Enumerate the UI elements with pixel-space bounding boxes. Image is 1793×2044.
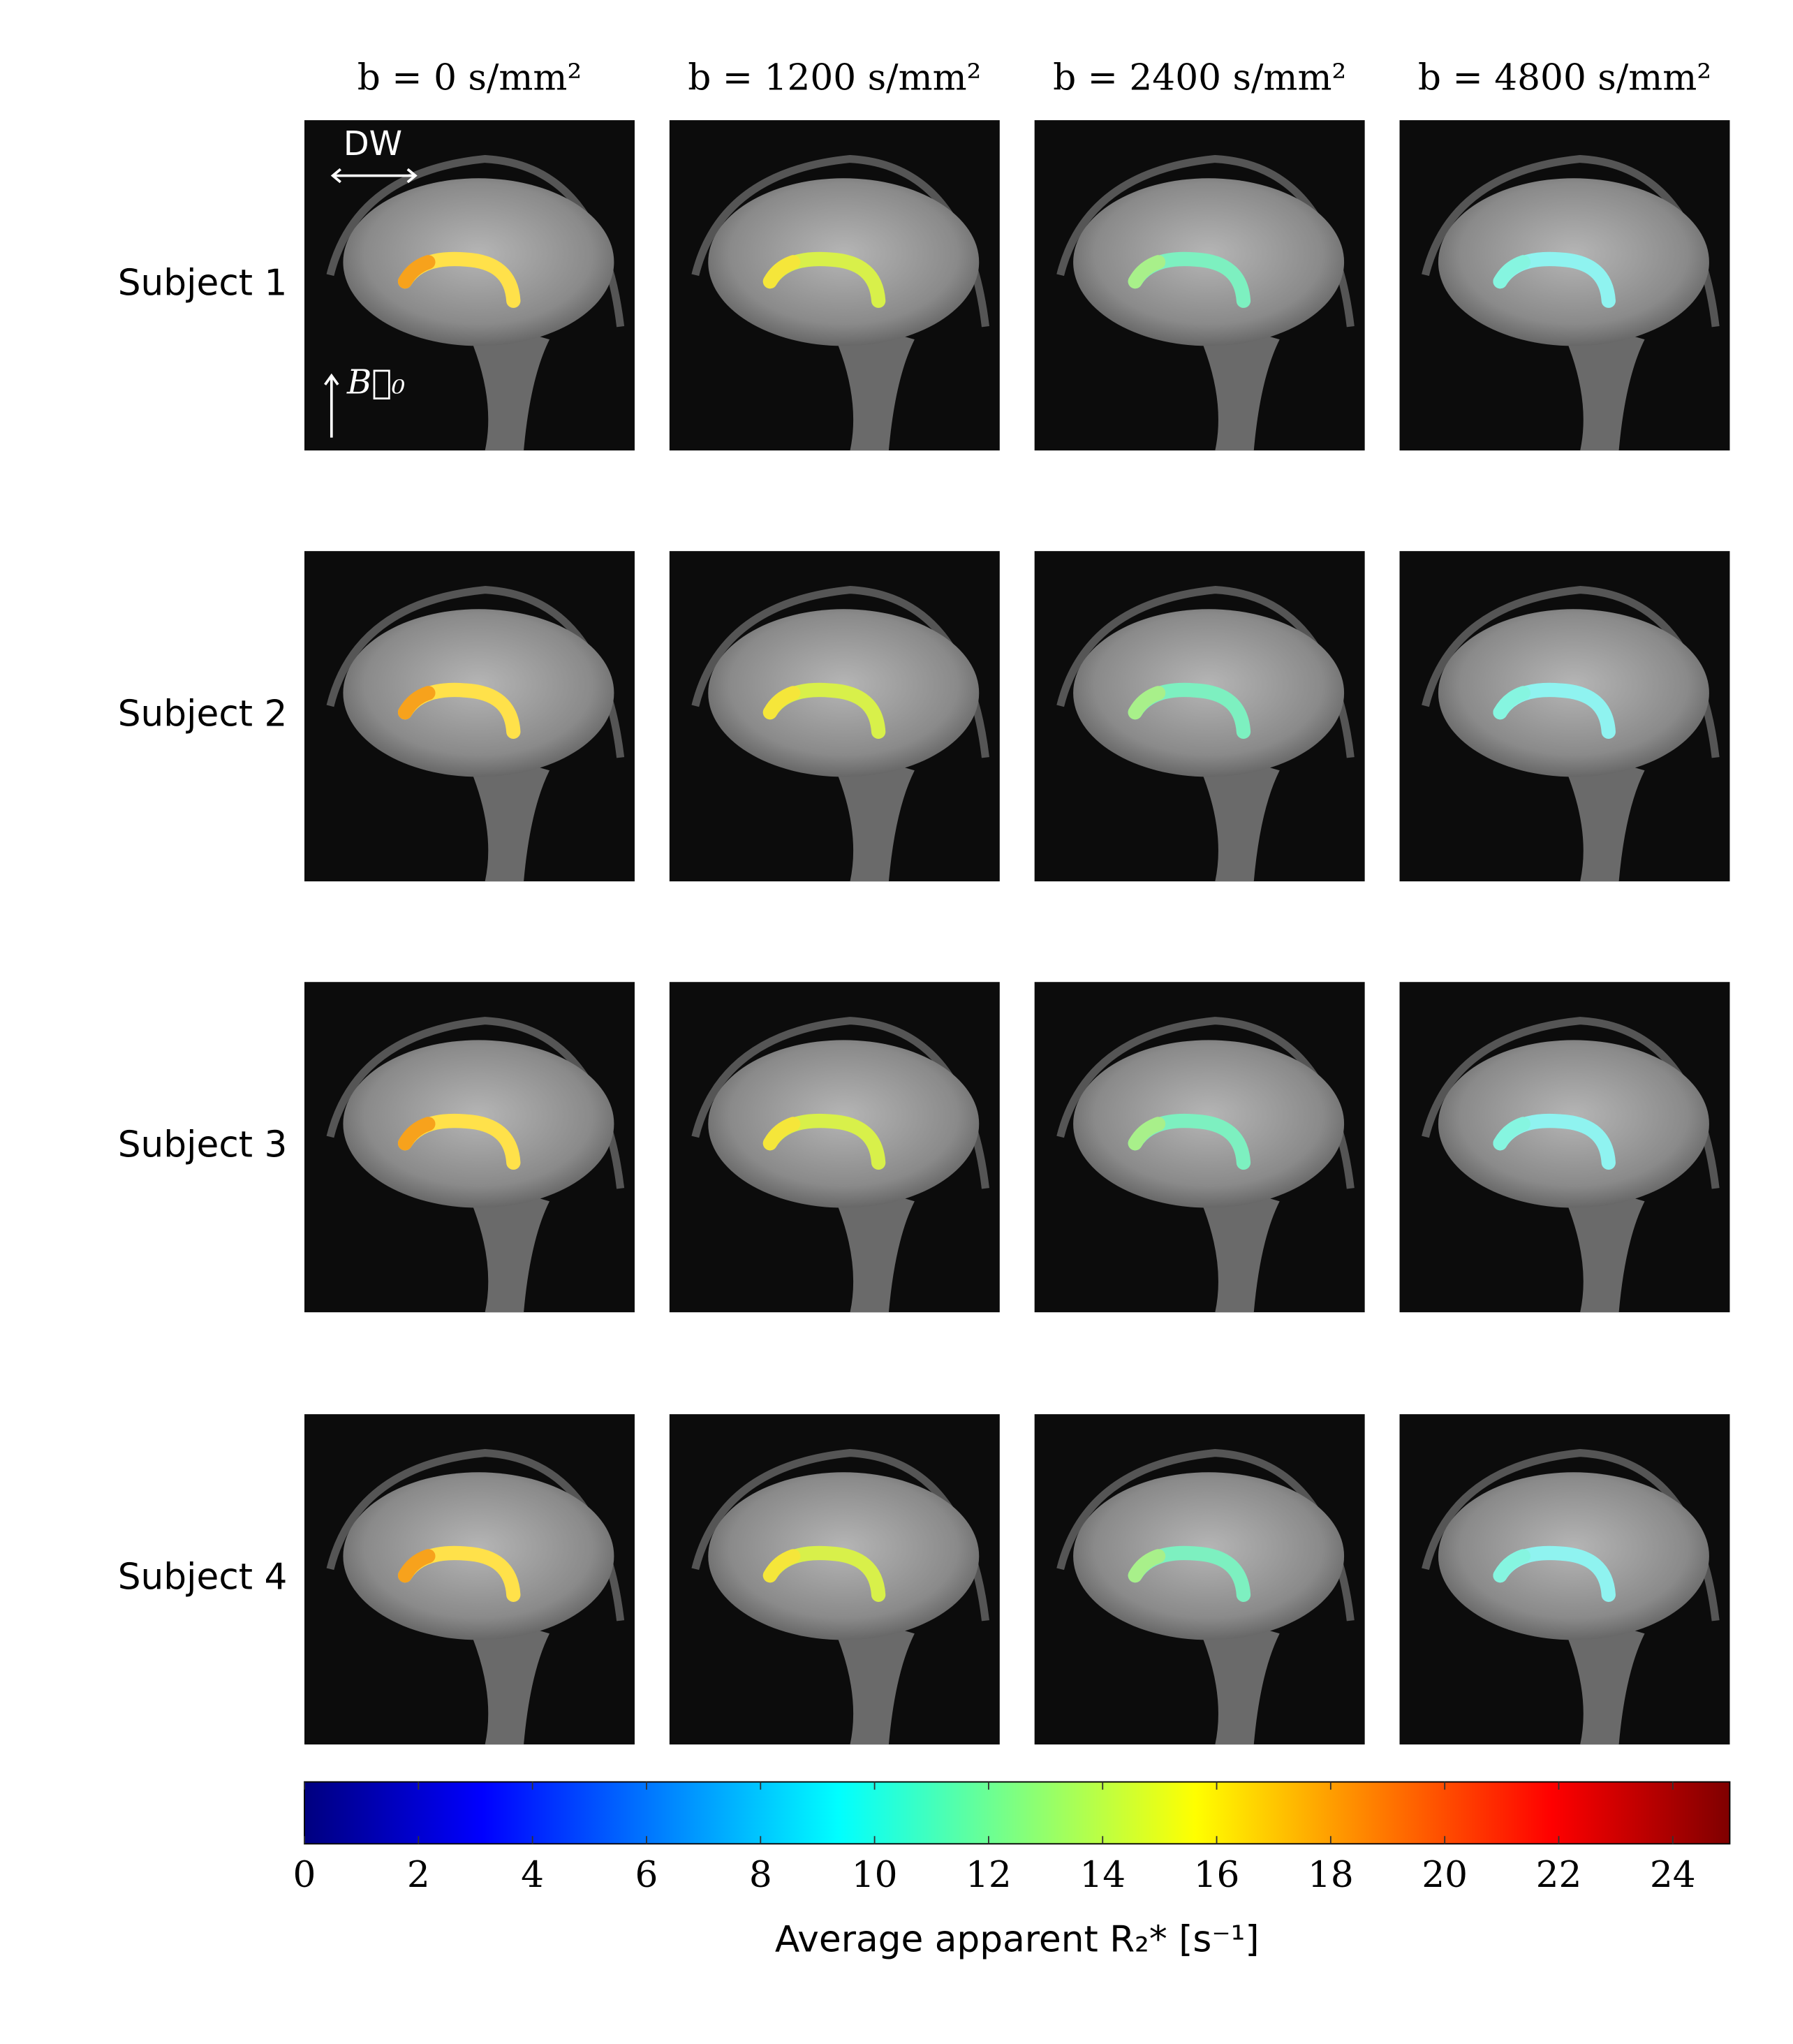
- column-header: b = 0 s/mm²: [357, 57, 582, 98]
- mri-panel: [669, 551, 1000, 882]
- tick-label: 12: [966, 1854, 1012, 1896]
- brainstem: [824, 744, 915, 882]
- readout-label: DW: [344, 124, 402, 163]
- column-header: b = 2400 s/mm²: [1053, 57, 1346, 98]
- mri-panel: [304, 551, 635, 882]
- mri-panel: [1399, 1414, 1730, 1745]
- brainstem: [1189, 744, 1280, 882]
- row-label: Subject 4: [118, 1557, 288, 1598]
- callosum-genu: [397, 686, 436, 720]
- mri-panel: [1399, 120, 1730, 451]
- mri-panel: [669, 120, 1000, 451]
- brainstem: [1189, 1608, 1280, 1745]
- mri-panel: [1034, 982, 1365, 1313]
- tick-label: 16: [1194, 1854, 1240, 1896]
- callosum-genu: [1493, 255, 1531, 289]
- brainstem: [459, 314, 550, 451]
- colorbar: [304, 1781, 1731, 1845]
- row-label: Subject 2: [118, 693, 288, 735]
- mri-panel: [1034, 551, 1365, 882]
- row-label: Subject 1: [118, 263, 288, 304]
- callosum-genu: [1128, 255, 1166, 289]
- mri-panel: [669, 982, 1000, 1313]
- callosum-genu: [1493, 686, 1531, 720]
- mri-panel: [304, 1414, 635, 1745]
- callosum-genu: [762, 1549, 801, 1583]
- callosum-genu: [397, 255, 436, 289]
- brainstem: [1189, 1175, 1280, 1313]
- brainstem: [1554, 744, 1645, 882]
- callosum-genu: [762, 686, 801, 720]
- brainstem: [459, 1175, 550, 1313]
- callosum-genu: [1493, 1549, 1531, 1583]
- brainstem: [1554, 314, 1645, 451]
- brainstem: [824, 1175, 915, 1313]
- row-label: Subject 3: [118, 1124, 288, 1166]
- column-header: b = 1200 s/mm²: [688, 57, 981, 98]
- callosum-genu: [397, 1117, 436, 1151]
- callosum-genu: [1128, 1549, 1166, 1583]
- tick-label: 22: [1536, 1854, 1582, 1896]
- mri-panel: [1034, 1414, 1365, 1745]
- mri-panel: [1034, 120, 1365, 451]
- colorbar-label: Average apparent R₂* [s⁻¹]: [775, 1919, 1260, 1961]
- tick-label: 4: [521, 1854, 544, 1896]
- callosum-genu: [1128, 1117, 1166, 1151]
- mri-panel: DW B⃗₀: [304, 120, 635, 451]
- callosum-genu: [1128, 686, 1166, 720]
- tick-label: 14: [1079, 1854, 1126, 1896]
- tick-label: 8: [749, 1854, 772, 1896]
- brainstem: [824, 1608, 915, 1745]
- brainstem: [459, 1608, 550, 1745]
- brainstem: [824, 314, 915, 451]
- mri-panel: [669, 1414, 1000, 1745]
- brainstem: [1554, 1608, 1645, 1745]
- callosum-genu: [762, 1117, 801, 1151]
- brainstem: [1189, 314, 1280, 451]
- mri-panel: [1399, 982, 1730, 1313]
- brainstem: [1554, 1175, 1645, 1313]
- mri-panel: [304, 982, 635, 1313]
- tick-label: 20: [1422, 1854, 1468, 1896]
- field-label: B⃗₀: [346, 362, 405, 402]
- readout-arrow: [330, 168, 418, 184]
- mri-panel: [1399, 551, 1730, 882]
- brainstem: [459, 744, 550, 882]
- tick-label: 6: [635, 1854, 658, 1896]
- tick-label: 10: [852, 1854, 898, 1896]
- column-header: b = 4800 s/mm²: [1418, 57, 1711, 98]
- callosum-genu: [1493, 1117, 1531, 1151]
- tick-label: 2: [407, 1854, 430, 1896]
- tick-label: 18: [1308, 1854, 1354, 1896]
- tick-label: 24: [1650, 1854, 1696, 1896]
- tick-label: 0: [293, 1854, 316, 1896]
- callosum-genu: [397, 1549, 436, 1583]
- callosum-genu: [762, 255, 801, 289]
- field-arrow: [324, 373, 339, 438]
